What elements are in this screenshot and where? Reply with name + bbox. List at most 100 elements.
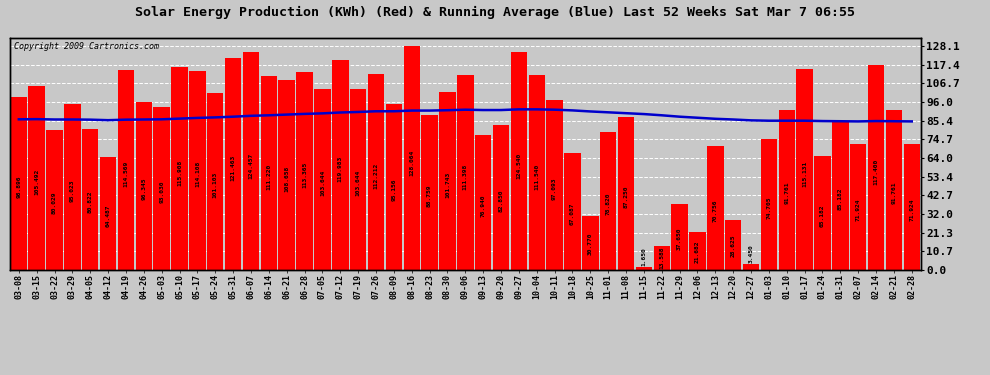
Bar (296, 72, 313, 270)
Bar (886, 110, 902, 270)
Bar (225, 58, 242, 270)
Text: 108.658: 108.658 (284, 166, 289, 192)
Text: 85.182: 85.182 (838, 187, 842, 210)
Bar (404, 46, 420, 270)
Bar (100, 157, 117, 270)
Text: 3.450: 3.450 (748, 244, 753, 263)
Text: 80.029: 80.029 (52, 192, 57, 214)
Bar (422, 115, 438, 270)
Text: 80.822: 80.822 (88, 191, 93, 213)
Text: 105.492: 105.492 (35, 168, 40, 195)
Text: 128.064: 128.064 (409, 149, 414, 176)
Text: Copyright 2009 Cartronics.com: Copyright 2009 Cartronics.com (15, 42, 159, 51)
Bar (47, 130, 62, 270)
Bar (11, 97, 27, 270)
Text: 112.212: 112.212 (373, 163, 378, 189)
Bar (671, 204, 688, 270)
Text: 111.398: 111.398 (462, 164, 468, 190)
Bar (529, 75, 545, 270)
Text: 91.761: 91.761 (891, 182, 896, 204)
Text: 119.983: 119.983 (338, 156, 343, 183)
Bar (475, 135, 491, 270)
Text: 95.023: 95.023 (70, 179, 75, 201)
Text: 30.770: 30.770 (588, 233, 593, 255)
Bar (171, 68, 188, 270)
Text: 98.896: 98.896 (16, 176, 22, 198)
Text: 111.220: 111.220 (266, 164, 271, 190)
Bar (760, 140, 777, 270)
Text: 28.625: 28.625 (731, 235, 736, 257)
Bar (260, 76, 277, 270)
Text: 64.487: 64.487 (106, 205, 111, 227)
Bar (868, 65, 884, 270)
Bar (153, 107, 170, 270)
Bar (457, 75, 473, 270)
Bar (564, 153, 581, 270)
Text: 88.759: 88.759 (427, 184, 432, 207)
Text: 91.761: 91.761 (784, 182, 789, 204)
Text: 111.540: 111.540 (535, 163, 540, 189)
Bar (118, 70, 135, 270)
Text: 124.540: 124.540 (517, 152, 522, 178)
Text: 67.087: 67.087 (570, 202, 575, 225)
Bar (189, 70, 206, 270)
Text: 78.820: 78.820 (606, 193, 611, 215)
Bar (64, 104, 80, 270)
Text: 71.924: 71.924 (855, 198, 860, 221)
Bar (386, 104, 402, 270)
Bar (207, 93, 224, 270)
Text: 96.345: 96.345 (142, 178, 147, 200)
Text: 76.940: 76.940 (481, 194, 486, 217)
Text: Solar Energy Production (KWh) (Red) & Running Average (Blue) Last 52 Weeks Sat M: Solar Energy Production (KWh) (Red) & Ru… (135, 6, 855, 19)
Bar (600, 132, 617, 270)
Bar (82, 129, 98, 270)
Text: 74.705: 74.705 (766, 196, 771, 219)
Bar (778, 110, 795, 270)
Bar (742, 264, 759, 270)
Bar (332, 60, 348, 270)
Text: 113.365: 113.365 (302, 162, 307, 188)
Text: 121.463: 121.463 (231, 155, 236, 181)
Bar (29, 86, 45, 270)
Text: 114.569: 114.569 (124, 161, 129, 187)
Text: 115.131: 115.131 (802, 160, 807, 186)
Bar (725, 220, 742, 270)
Bar (368, 74, 384, 270)
Bar (850, 144, 866, 270)
Bar (833, 121, 848, 270)
Bar (546, 100, 562, 270)
Text: 95.156: 95.156 (391, 179, 396, 201)
Bar (796, 69, 813, 270)
Text: 101.103: 101.103 (213, 172, 218, 198)
Bar (136, 102, 152, 270)
Text: 101.743: 101.743 (445, 171, 449, 198)
Bar (653, 246, 670, 270)
Text: 37.650: 37.650 (677, 227, 682, 250)
Bar (904, 144, 920, 270)
Text: 114.108: 114.108 (195, 161, 200, 188)
Text: 117.400: 117.400 (873, 158, 878, 184)
Text: 103.644: 103.644 (320, 170, 325, 196)
Text: 97.093: 97.093 (552, 177, 557, 200)
Text: 70.756: 70.756 (713, 200, 718, 222)
Bar (493, 125, 509, 270)
Text: 71.924: 71.924 (909, 198, 915, 221)
Bar (707, 146, 724, 270)
Text: 65.182: 65.182 (820, 204, 825, 226)
Text: 103.644: 103.644 (355, 170, 360, 196)
Bar (618, 117, 635, 270)
Text: 82.850: 82.850 (499, 189, 504, 212)
Bar (689, 232, 706, 270)
Bar (278, 80, 295, 270)
Bar (243, 53, 259, 270)
Text: 13.588: 13.588 (659, 247, 664, 269)
Bar (582, 216, 599, 270)
Text: 1.650: 1.650 (642, 248, 646, 266)
Text: 21.682: 21.682 (695, 240, 700, 263)
Bar (511, 52, 527, 270)
Text: 93.030: 93.030 (159, 181, 164, 203)
Bar (814, 156, 831, 270)
Bar (349, 89, 366, 270)
Text: 87.250: 87.250 (624, 186, 629, 208)
Text: 124.457: 124.457 (248, 153, 253, 179)
